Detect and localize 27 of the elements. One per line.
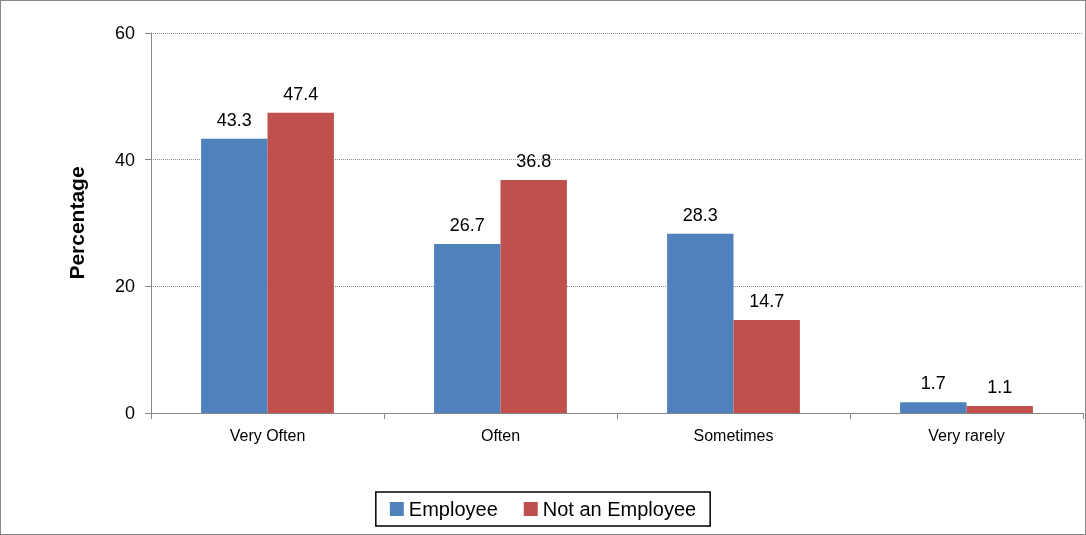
y-tick-label: 20: [114, 276, 135, 297]
x-tick-label: Very Often: [229, 426, 306, 444]
legend-label: Not an Employee: [542, 498, 697, 520]
y-axis-title: Percentage: [65, 166, 88, 280]
data-label: 28.3: [682, 204, 718, 225]
data-label: 1.1: [987, 377, 1013, 398]
bar: [733, 319, 800, 413]
bar: [267, 112, 334, 413]
data-label: 36.8: [516, 150, 552, 171]
bar: [434, 243, 501, 413]
data-label: 1.7: [920, 373, 946, 394]
bar: [201, 138, 268, 413]
bar: [667, 233, 734, 413]
y-tick-label: 40: [114, 149, 135, 170]
bar: [900, 402, 967, 413]
x-tick-label: Very rarely: [928, 426, 1005, 444]
data-label: 14.7: [749, 290, 785, 311]
x-tick-label: Often: [480, 426, 521, 444]
data-label: 43.3: [216, 109, 252, 130]
x-tick-label: Sometimes: [693, 426, 774, 444]
y-tick-label: 0: [124, 403, 135, 423]
y-tick-label: 60: [114, 23, 135, 43]
bar: [500, 179, 567, 413]
bar: [966, 406, 1033, 413]
data-label: 26.7: [449, 214, 485, 235]
legend-label: Employee: [408, 498, 498, 520]
data-label: 47.4: [283, 83, 319, 104]
